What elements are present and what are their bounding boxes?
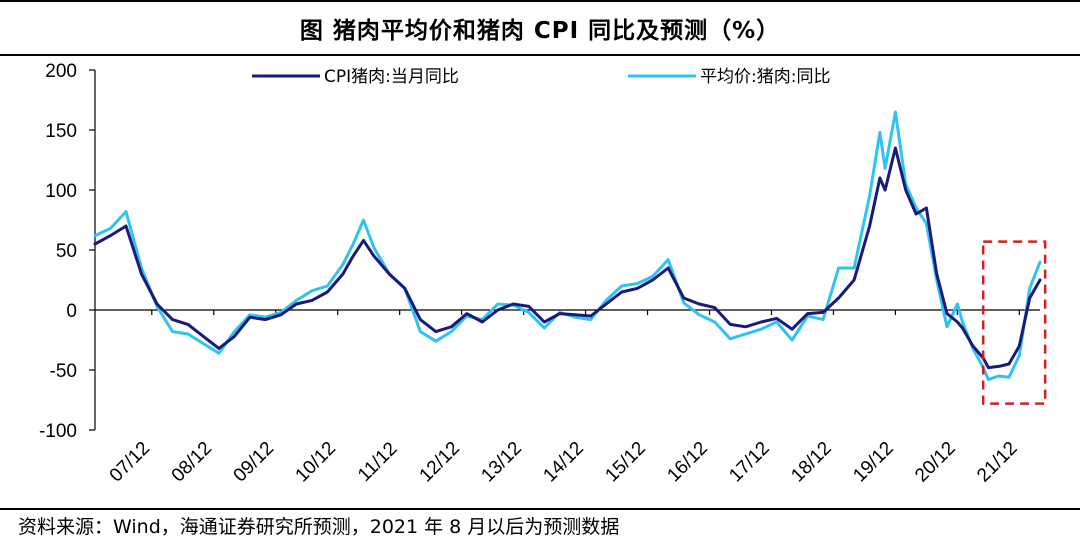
x-tick-label: 07/12 — [106, 438, 154, 486]
x-tick-label: 21/12 — [973, 438, 1021, 486]
x-tick-label: 13/12 — [477, 438, 525, 486]
series-line-0 — [93, 146, 1042, 370]
y-tick-label: 0 — [66, 301, 77, 322]
series-line-1 — [93, 110, 1042, 382]
y-tick-label: 100 — [45, 181, 77, 202]
x-tick-label: 20/12 — [911, 438, 959, 486]
source-note: 资料来源：Wind，海通证券研究所预测，2021 年 8 月以后为预测数据 — [18, 516, 620, 538]
x-tick-label: 12/12 — [416, 438, 464, 486]
y-tick-label: 50 — [56, 241, 77, 262]
y-tick-label: -50 — [50, 361, 77, 382]
y-tick-label: -100 — [39, 421, 77, 442]
x-tick-label: 15/12 — [601, 438, 649, 486]
x-tick-label: 14/12 — [539, 438, 587, 486]
line-chart: 200 150 100 50 0 -50 -100 07/12 08/12 09/12 10/12 1… — [39, 61, 1047, 486]
y-tick-label: 150 — [45, 121, 77, 142]
x-tick-label: 18/12 — [787, 438, 835, 486]
forecast-highlight-box — [981, 240, 1047, 405]
x-tick-label: 10/12 — [292, 438, 340, 486]
chart-axes: 200 150 100 50 0 -50 -100 07/12 08/12 09/12 10/12 1… — [39, 61, 1040, 486]
x-tick-label: 16/12 — [663, 438, 711, 486]
chart-title: 图 猪肉平均价和猪肉 CPI 同比及预测（%） — [299, 18, 781, 44]
x-tick-label: 08/12 — [168, 438, 216, 486]
x-tick-label: 19/12 — [849, 438, 897, 486]
legend-label: CPI猪肉:当月同比 — [324, 67, 459, 87]
title-bar: 图 猪肉平均价和猪肉 CPI 同比及预测（%） — [0, 0, 1080, 56]
bottom-rule — [0, 508, 1080, 510]
x-tick-label: 11/12 — [354, 438, 401, 485]
chart-legend: CPI猪肉:当月同比 平均价:猪肉:同比 — [252, 67, 830, 87]
x-tick-label: 17/12 — [725, 438, 773, 486]
chart-series — [93, 110, 1042, 382]
legend-label: 平均价:猪肉:同比 — [700, 67, 830, 87]
x-tick-label: 09/12 — [230, 438, 278, 486]
y-tick-label: 200 — [45, 61, 77, 82]
